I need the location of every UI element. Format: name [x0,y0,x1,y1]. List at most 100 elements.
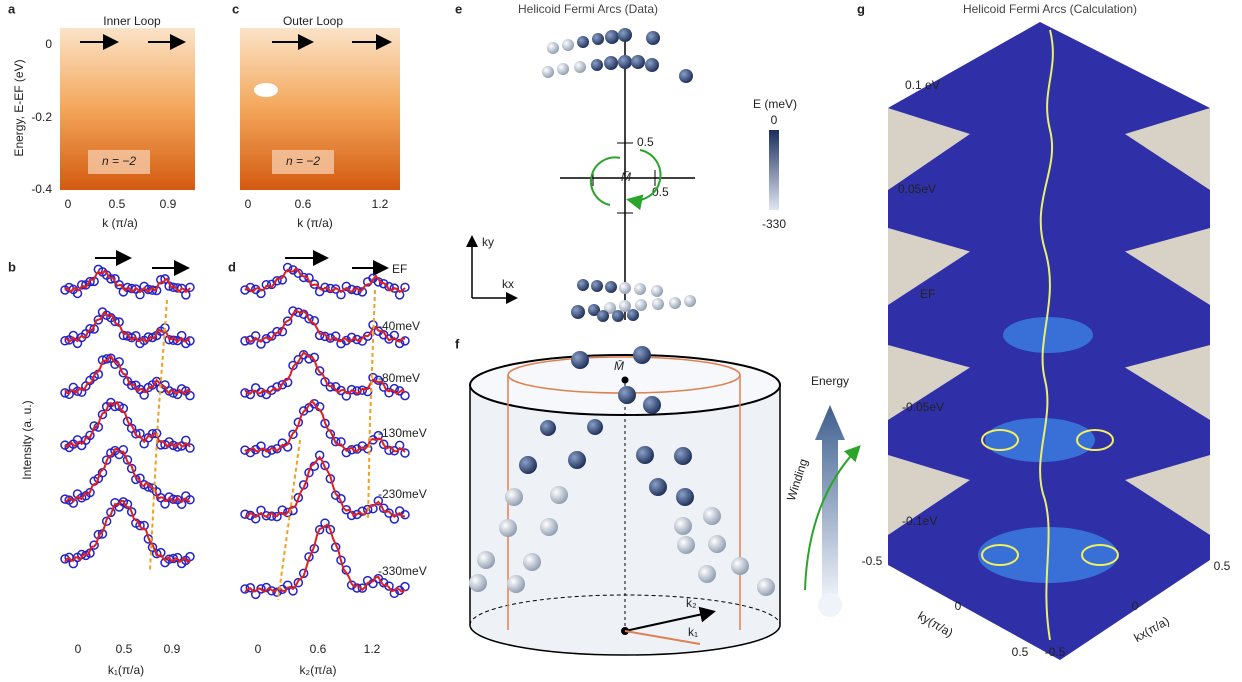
x-tick-label: 1.2 [364,642,381,656]
panel-letter: e [455,1,462,16]
y-tick-label: -0.2 [31,110,52,124]
spectral-pocket [1003,317,1093,353]
spectrum-point [401,392,409,400]
sphere [649,478,667,496]
sphere [597,310,609,322]
sphere [618,55,632,69]
sphere [612,310,624,322]
sphere [636,446,654,464]
sphere [708,535,726,553]
sphere [618,386,636,404]
annotation: n = −2 [102,154,136,168]
sphere [635,299,647,311]
y-tick-label: 0 [45,37,52,51]
panel-title: Helicoid Fermi Arcs (Data) [518,2,658,16]
colorbar-label: 0 [771,113,778,127]
vector-label: k₁ [688,625,698,639]
x-tick-label: 0.9 [164,642,181,656]
colorbar-title: E (meV) [753,97,797,111]
x-axis-label: k₁(π/a) [108,663,144,677]
energy-label: -230meV [378,487,427,501]
axis-label: ky [482,235,494,249]
sphere [646,31,660,45]
sphere [469,574,487,592]
sphere [562,39,574,51]
sphere [523,553,541,571]
sphere [519,456,537,474]
colorbar-label: -330 [762,217,786,231]
sphere [674,517,692,535]
energy-label: 0.05eV [898,182,936,196]
sphere [627,309,639,321]
sphere [587,419,603,435]
sphere [574,61,586,73]
panel-letter: g [857,1,865,16]
x-tick-label: 0.5 [109,197,126,211]
arrow-label: Winding [784,457,811,503]
energy-arrow [815,405,845,600]
tick-label: 0.5 [637,135,654,149]
sphere [605,30,619,44]
panel-title: Inner Loop [103,14,161,28]
sphere [592,33,604,45]
x-tick-label: 0.6 [295,197,312,211]
sphere [619,282,631,294]
energy-label: EF [920,287,935,301]
sphere [571,305,585,319]
energy-label: 0.1 eV [905,78,940,92]
sphere [540,518,558,536]
sphere [577,36,589,48]
axis-tick-label: 0.5 [1012,645,1029,659]
x-tick-label: 0 [75,642,82,656]
panel-letter: f [455,336,460,351]
spectrum-point [186,444,194,452]
axis-tick-label: 0.5 [1214,559,1231,573]
sphere [542,66,554,78]
panel-letter: d [228,259,236,274]
sphere [652,298,664,310]
sphere [645,58,659,72]
x-axis-label: k₂(π/a) [300,663,337,677]
figure: a Inner Loop Energy, E-EF (eV) 0 -0.2 -0… [0,0,1242,682]
sphere [605,281,617,293]
axis-label: kx [502,277,514,291]
sphere [499,519,517,537]
x-tick-label: 0.5 [116,642,133,656]
vector-label: k₂ [686,596,697,610]
x-tick-label: 0.6 [310,642,327,656]
axis-tick-label: -0.5 [862,554,883,568]
sphere [679,69,693,83]
sphere [540,420,556,436]
y-axis-label: Intensity (a. u.) [20,400,34,479]
x-tick-label: 0 [65,197,72,211]
colorbar [769,130,779,210]
sphere [757,578,775,596]
sphere [591,59,603,71]
sphere [634,283,646,295]
sphere [669,297,681,309]
axis-tick-label: 0 [955,599,962,613]
spectrum-fit [245,525,405,592]
sphere [643,396,661,414]
fermi-label: EF [392,262,407,276]
x-tick-label: 1.2 [372,197,389,211]
x-axis-label: k (π/a) [102,216,138,230]
sphere [604,56,618,70]
spectral-pocket [985,418,1095,462]
sphere [698,565,716,583]
energy-label: -330meV [378,564,427,578]
axis-label: ky(π/a) [915,609,955,640]
energy-label: -0.05eV [902,400,944,414]
sphere [631,55,645,69]
x-tick-label: 0 [245,197,252,211]
panel-letter: b [8,259,16,274]
sphere [676,488,694,506]
y-tick-label: -0.4 [31,182,52,196]
sphere [577,279,589,291]
sphere [731,557,749,575]
sphere [684,295,696,307]
energy-label: -130meV [378,426,427,440]
sphere [477,551,495,569]
axis-label: kx(π/a) [1132,614,1172,645]
energy-label: -40meV [378,319,420,333]
